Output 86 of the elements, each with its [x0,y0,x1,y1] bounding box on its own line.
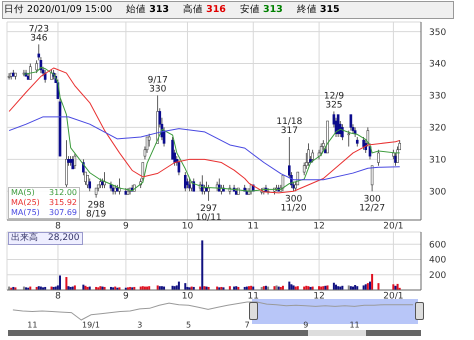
x-tick-label: 7 [244,320,250,330]
bar [184,283,186,290]
x-tick-label: 11 [248,221,260,232]
x-tick-label: 9 [303,320,308,330]
text: 高値 316 [183,3,226,16]
candlestick [188,178,191,192]
candlestick [320,142,322,157]
candlestick [50,70,53,80]
candlestick [347,130,350,147]
y-tick-label: 330 [429,92,446,102]
y-tick-label: 350 [429,28,446,38]
bar [396,284,399,290]
bar [178,282,180,290]
x-tick-label: 12 [313,291,325,302]
candlestick [341,124,344,141]
x-tick-label: 9 [123,221,130,232]
x-tick-label: 11 [27,320,38,330]
candlestick [94,188,98,198]
text: MA(25) 315.92 [11,198,77,208]
bar [371,274,374,290]
bar [65,277,68,290]
bar [201,240,204,290]
bar [160,286,163,290]
y-tick-label: 200 [429,270,446,281]
x-tick-label: 9 [123,291,130,302]
text: MA(75) 307.69 [11,208,77,218]
x-tick-label: 12 [313,221,325,232]
candlestick [148,133,150,147]
candlestick [318,149,320,160]
bar [82,284,84,290]
bar [203,286,206,290]
annotation: 9/17 330 [148,75,168,94]
bar [288,282,290,290]
x-tick-label: 3 [137,320,142,330]
candlestick [88,178,92,192]
text: 終値 315 [296,3,340,16]
x-tick-label: 10 [182,221,194,232]
x-tick-label: 10 [182,291,194,302]
candlestick [370,165,374,192]
bar [354,285,356,290]
candlestick [118,178,121,195]
candlestick [178,158,180,176]
y-tick-label: 320 [429,124,446,134]
candlestick [377,149,380,166]
bar [332,282,335,290]
bar [228,286,231,290]
annotation: 300 12/27 [359,194,386,214]
y-tick-label: 310 [429,156,446,166]
bar [335,284,338,290]
candlestick [8,72,10,80]
bar [356,286,358,290]
candlestick [396,146,399,163]
y-tick-label: 600 [429,240,446,250]
x-tick-label: 20/1 [383,291,404,302]
candlestick [110,181,112,192]
candlestick [35,60,38,74]
annotation: 11/18 317 [276,116,303,136]
text: MA(5) 312.00 [11,188,77,197]
annotation: 7/23 346 [28,24,49,44]
x-tick-label: 19/1 [82,320,100,330]
text: 始値 313 [126,3,170,16]
y-tick-label: 340 [429,60,446,70]
text: 安値 313 [240,3,283,16]
x-tick-label: 20/1 [383,221,404,232]
annotation: 298 8/19 [86,200,107,220]
x-tick-label: 5 [186,320,192,330]
x-tick-label: 8 [55,291,62,302]
candlestick [207,184,210,202]
bar [377,283,380,290]
y-tick-label: 400 [429,256,446,266]
candlestick [282,174,284,192]
y-tick-label: 300 [429,187,446,198]
annotation: 12/9 325 [324,91,344,110]
chart-title: 出来高 28,200 [11,233,80,243]
x-tick-label: 8 [55,221,62,232]
bar [59,276,62,290]
bar [273,286,276,290]
x-tick-label: 11 [349,320,360,330]
candlestick [184,172,187,192]
candlestick [394,152,397,166]
candlestick [356,136,359,147]
x-tick-label: 11 [248,291,260,302]
annotation: 300 11/20 [280,194,307,214]
chart-title: 日付 2020/01/09 15:00 [4,3,112,16]
candlestick [74,152,76,170]
candlestick [350,114,352,131]
